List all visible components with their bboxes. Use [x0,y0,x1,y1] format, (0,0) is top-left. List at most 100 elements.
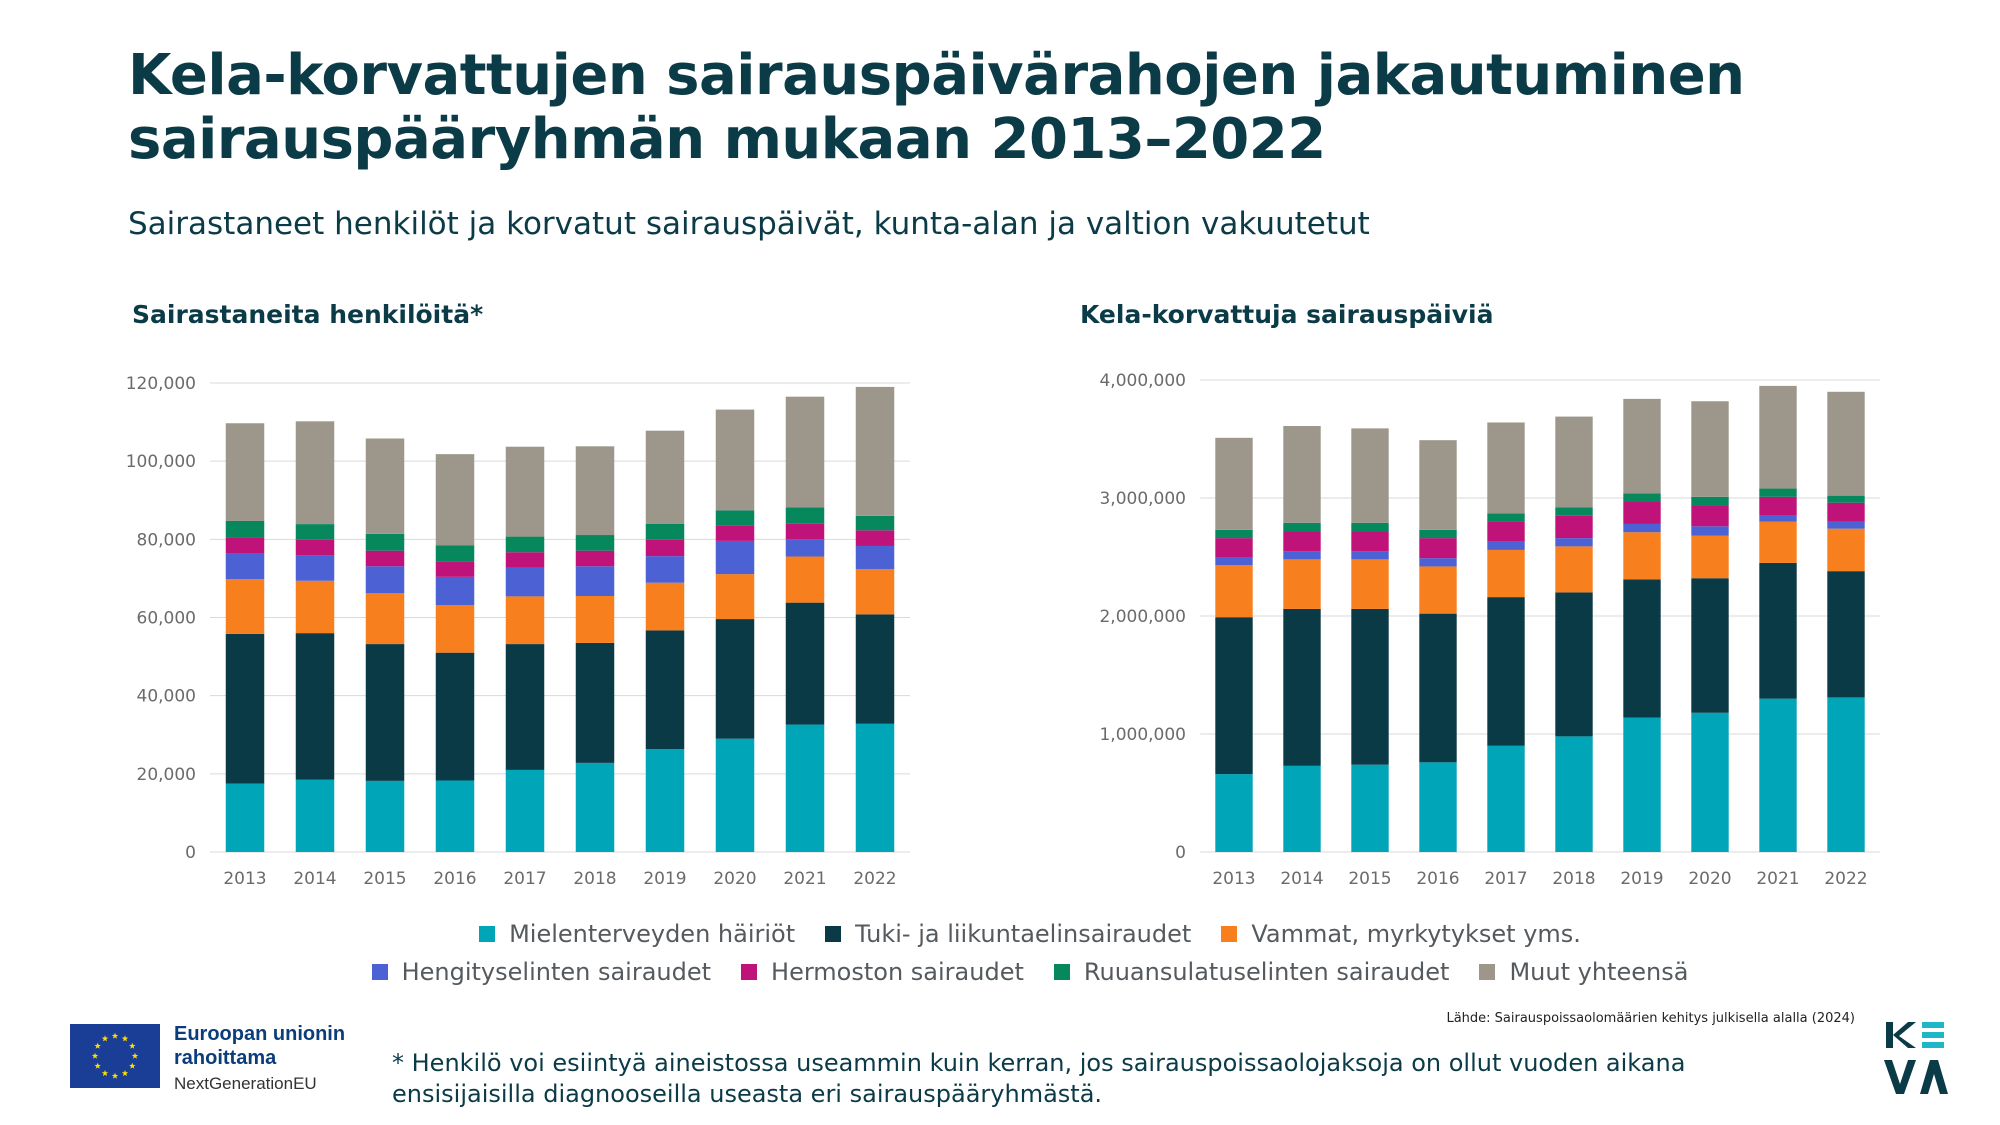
legend-label: Vammat, myrkytykset yms. [1251,920,1581,948]
bar-segment [435,780,475,852]
bar-segment [855,614,895,724]
bar-segment [1283,559,1321,609]
bar-segment [1351,764,1389,852]
bar-segment [1555,538,1593,547]
bar-segment [505,596,545,645]
legend-item-respiratory: Hengityselinten sairaudet [371,956,712,988]
bar-segment [1623,398,1661,494]
legend-item-digestive: Ruuansulatuselinten sairaudet [1053,956,1449,988]
eu-star [94,1042,101,1049]
bar-segment [505,552,545,568]
bar-segment [1283,608,1321,766]
bar-segment [295,555,335,581]
bar-segment [575,535,615,551]
footnote: * Henkilö voi esiintyä aineistossa useam… [392,1049,1686,1108]
x-tick-label: 2016 [433,869,476,889]
chart-days: 0 1,000,000 2,000,000 3,000,000 4,000,000 201… [1099,371,1880,889]
bar-segment [225,423,265,521]
bar-segment [295,580,335,634]
legend-swatch [371,964,388,980]
eu-star [129,1042,136,1049]
bar-segment [785,539,825,557]
legend-label: Tuki- ja liikuntaelinsairaudet [855,920,1192,948]
bar-segment [1215,529,1253,539]
bar-segment [1827,571,1865,698]
x-tick-label: 2013 [223,869,266,889]
x-tick-label: 2017 [503,869,546,889]
bar-segment [365,566,405,594]
bar-segment [505,536,545,553]
bar-segment [435,604,475,653]
bar-segment [1351,522,1389,532]
bar-segment [225,553,265,580]
legend-item-nervous: Hermoston sairaudet [741,956,1024,988]
bar-segment [1555,736,1593,852]
bar-segment [1215,565,1253,618]
y-tick-label: 0 [185,843,196,863]
bar-segment [1827,697,1865,852]
bar-segment [715,738,755,852]
legend-item-other: Muut yhteensä [1479,956,1688,988]
chart-persons: 0 20,000 40,000 60,000 80,000 100,000 120,000 2… [126,374,910,889]
legend-item-musculoskeletal: Tuki- ja liikuntaelinsairaudet [825,918,1191,950]
legend-item-mental: Mielenterveyden häiriöt [479,918,795,950]
eu-star [101,1035,109,1042]
eu-star [129,1062,136,1069]
bar-segment [1555,416,1593,508]
bar-segment [1351,428,1389,523]
bar-segment [1827,521,1865,529]
bar-segment [225,579,265,634]
title-line-2: sairauspääryhmän mukaan 2013–2022 [128,107,1326,172]
bar-segment [855,515,895,531]
y-tick-label: 1,000,000 [1099,725,1186,745]
x-tick-label: 2015 [1348,869,1391,889]
bar-segment [225,520,265,538]
y-tick-label: 40,000 [137,687,196,707]
bar-segment [225,633,265,784]
bar-segment [1827,528,1865,572]
eu-star [94,1062,101,1069]
bar-segment [645,749,685,852]
bar-segment [365,550,405,567]
legend: Mielenterveyden häiriöt Tuki- ja liikunt… [300,918,1760,988]
legend-label: Hengityselinten sairaudet [401,958,712,986]
bar-segment [1827,495,1865,503]
keva-logo [1884,1022,1948,1094]
bar-segment [365,438,405,534]
bar-segment [715,525,755,541]
bar-segment [575,566,615,597]
bar-segment [1487,745,1525,852]
bar-segment [1419,558,1457,567]
x-tick-label: 2019 [1620,869,1663,889]
x-tick-label: 2019 [643,869,686,889]
legend-label: Hermoston sairaudet [771,958,1024,986]
bar-segment [1283,522,1321,532]
x-tick-label: 2020 [713,869,756,889]
bar-segment [1623,501,1661,524]
bar-segment [435,652,475,781]
bar-segment [1215,774,1253,852]
eu-star [111,1072,119,1079]
legend-label: Muut yhteensä [1509,958,1689,986]
bar-segment [855,386,895,516]
legend-label: Mielenterveyden häiriöt [509,920,796,948]
title-line-1: Kela-korvattujen sairauspäivärahojen jak… [128,43,1745,108]
bar-segment [1283,551,1321,560]
bar-segment [1555,592,1593,737]
bar-segment [575,446,615,536]
bar-segment [1419,529,1457,539]
bar-segment [1623,579,1661,718]
y-tick-label: 120,000 [126,374,196,394]
bar-segment [1691,496,1729,506]
x-tick-label: 2014 [293,869,336,889]
bar-segment [1759,562,1797,699]
bar-segment [295,524,335,540]
bar-segment [505,567,545,597]
bar-segment [785,724,825,852]
bar-segment [1623,493,1661,502]
page-subtitle: Sairastaneet henkilöt ja korvatut sairau… [128,206,1370,242]
bar-segment [575,642,615,763]
bar-segment [1419,566,1457,614]
bar-segment [1555,507,1593,516]
bar-segment [645,523,685,540]
